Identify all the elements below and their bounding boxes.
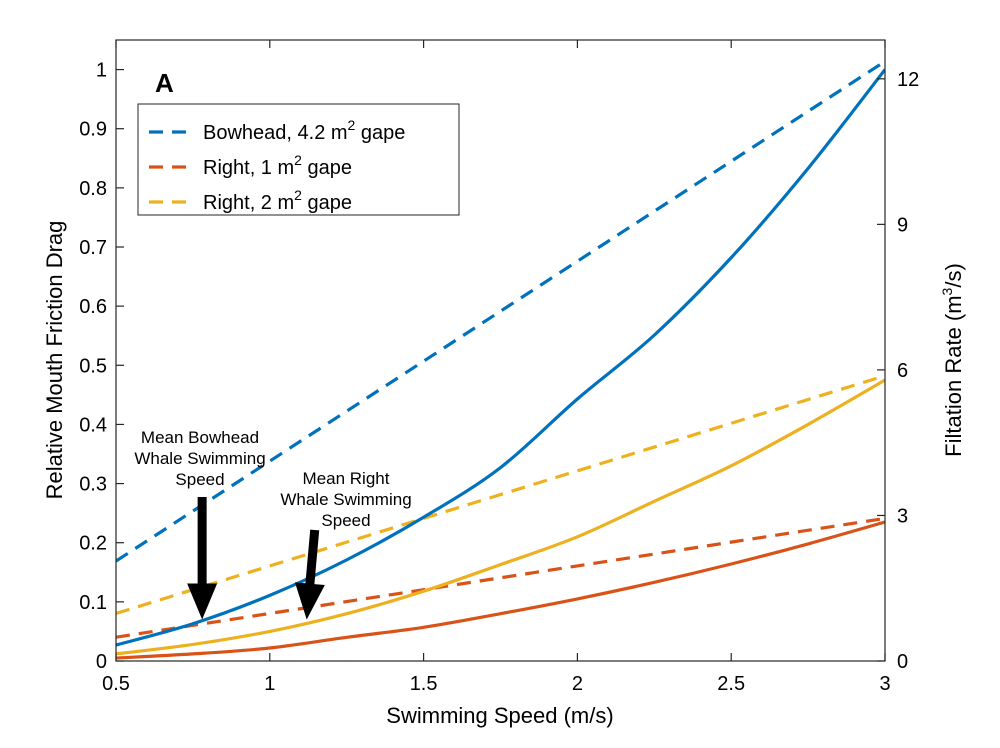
y-right-tick-label: 9 xyxy=(897,214,908,236)
y-right-tick-label: 0 xyxy=(897,651,908,673)
legend-entry-suffix: gape xyxy=(355,122,405,144)
series-line-dashed-1 xyxy=(116,516,885,639)
x-axis: 0.5 1 1.5 2 2.5 3 xyxy=(102,40,891,695)
annotation-arrow xyxy=(187,497,218,620)
y-axis-left: 0 0.1 0.2 0.3 0.4 0.5 0.6 0.7 0.8 0.9 1 xyxy=(79,60,124,673)
x-tick-label: 2 xyxy=(572,673,583,695)
y-axis-right-label-main: Filtation Rate (m xyxy=(941,295,966,456)
y-right-tick-label: 12 xyxy=(897,69,919,91)
annotation-text: Whale Swimming xyxy=(280,490,411,509)
x-tick-label: 2.5 xyxy=(717,673,745,695)
legend-entry-main: Bowhead, 4.2 m xyxy=(203,122,348,144)
legend-entry-suffix: gape xyxy=(302,192,352,214)
legend-box xyxy=(137,103,460,216)
y-axis-right-label-sup: 3 xyxy=(939,287,955,295)
y-left-tick-label: 0.2 xyxy=(79,533,107,555)
y-left-tick-label: 0.6 xyxy=(79,296,107,318)
annotation-text: Speed xyxy=(175,470,224,489)
x-tick-label: 1 xyxy=(264,673,275,695)
y-left-tick-label: 0.8 xyxy=(79,178,107,200)
legend-entry-sup: 2 xyxy=(294,187,302,203)
annotation-arrow xyxy=(294,529,325,620)
legend-entry-sup: 2 xyxy=(294,152,302,168)
y-right-tick-label: 3 xyxy=(897,505,908,527)
series-line-solid-4 xyxy=(116,378,885,656)
annotation-text: Speed xyxy=(321,511,370,530)
series-layer xyxy=(116,60,885,660)
y-axis-right-label: Filtation Rate (m3/s) xyxy=(939,263,966,457)
legend-entry-main: Right, 2 m xyxy=(203,192,294,214)
annotation-text: Mean Right xyxy=(303,469,390,488)
legend-entry-suffix: gape xyxy=(302,157,352,179)
x-tick-label: 1.5 xyxy=(410,673,438,695)
series-line-dashed-0 xyxy=(116,60,885,563)
y-axis-right-label-end: /s) xyxy=(941,263,966,287)
annotations: Mean Bowhead Whale Swimming Speed Mean Righ… xyxy=(134,428,412,620)
plot-frame xyxy=(115,39,886,662)
y-left-tick-label: 1 xyxy=(96,60,107,82)
panel-label: A xyxy=(155,68,174,98)
x-tick-label: 0.5 xyxy=(102,673,130,695)
legend-entry-label: Right, 2 m2 gape xyxy=(203,187,352,214)
annotation-text: Whale Swimming xyxy=(134,449,265,468)
y-left-tick-label: 0 xyxy=(96,651,107,673)
annotation-text: Mean Bowhead xyxy=(141,428,259,447)
legend-entry-label: Bowhead, 4.2 m2 gape xyxy=(203,117,405,144)
y-axis-right: 0 3 6 9 12 xyxy=(877,69,919,673)
series-line-dashed-2 xyxy=(116,374,885,615)
x-tick-label: 3 xyxy=(879,673,890,695)
y-left-tick-label: 0.9 xyxy=(79,119,107,141)
y-axis-left-label: Relative Mouth Friction Drag xyxy=(42,221,67,500)
y-left-tick-label: 0.5 xyxy=(79,355,107,377)
y-left-tick-label: 0.3 xyxy=(79,474,107,496)
x-axis-label: Swimming Speed (m/s) xyxy=(386,703,613,728)
y-left-tick-label: 0.1 xyxy=(79,592,107,614)
legend-entry-sup: 2 xyxy=(348,117,356,133)
series-line-solid-5 xyxy=(116,520,885,660)
legend-entry-main: Right, 1 m xyxy=(203,157,294,179)
y-left-tick-label: 0.4 xyxy=(79,414,107,436)
y-right-tick-label: 6 xyxy=(897,360,908,382)
y-left-tick-label: 0.7 xyxy=(79,237,107,259)
legend-entry-label: Right, 1 m2 gape xyxy=(203,152,352,179)
series-line-solid-3 xyxy=(116,68,885,647)
